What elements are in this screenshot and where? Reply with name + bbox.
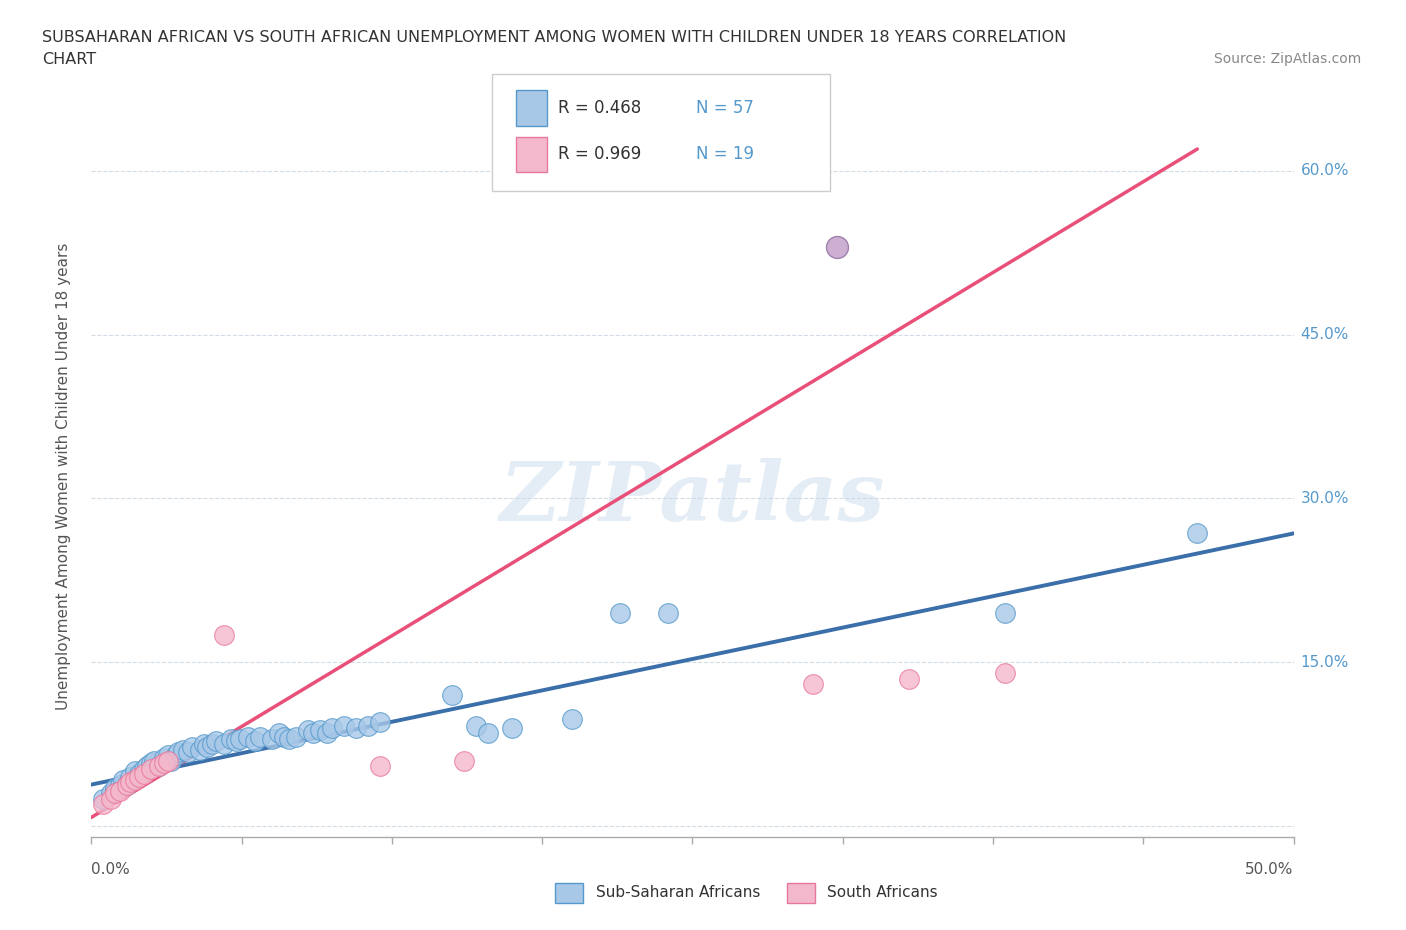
Text: Source: ZipAtlas.com: Source: ZipAtlas.com [1213,52,1361,66]
Point [100,786,122,801]
Text: 45.0%: 45.0% [1301,327,1348,342]
Point [141,755,163,770]
Point [609,605,631,620]
Point [465,718,488,733]
Point [118,769,141,784]
Point [142,753,165,768]
Point [201,737,224,751]
Text: 50.0%: 50.0% [1246,862,1294,877]
Point [159,753,181,768]
Point [333,718,356,733]
Point [219,731,242,746]
Point [104,786,127,801]
Text: 30.0%: 30.0% [1301,491,1348,506]
Point [321,721,343,736]
Text: SUBSAHARAN AFRICAN VS SOUTH AFRICAN UNEMPLOYMENT AMONG WOMEN WITH CHILDREN UNDER: SUBSAHARAN AFRICAN VS SOUTH AFRICAN UNEM… [42,30,1066,45]
Point [229,731,252,746]
Point [236,729,259,744]
Point [440,687,463,702]
Point [825,240,848,255]
Point [118,775,141,790]
Point [561,711,583,726]
Point [273,729,295,744]
Point [501,721,523,736]
Point [344,721,367,736]
Point [477,725,499,740]
Text: 60.0%: 60.0% [1301,164,1348,179]
Point [100,791,122,806]
Point [193,737,215,751]
Point [1187,526,1209,541]
Point [801,677,824,692]
Point [308,723,330,737]
Text: ZIPatlas: ZIPatlas [499,458,886,538]
Point [141,762,163,777]
Point [301,725,323,740]
Point [111,773,134,788]
Point [277,731,299,746]
Point [994,605,1017,620]
Text: South Africans: South Africans [827,885,938,900]
Point [148,759,170,774]
Point [165,748,187,763]
Text: CHART: CHART [42,52,96,67]
Point [225,734,247,749]
Point [110,784,132,799]
Text: R = 0.969: R = 0.969 [558,145,641,164]
Text: 0.0%: 0.0% [91,862,131,877]
Point [152,751,174,765]
Point [212,737,235,751]
Point [117,777,139,792]
Point [249,729,271,744]
Point [297,723,319,737]
Text: N = 19: N = 19 [696,145,754,164]
Point [368,715,391,730]
Point [167,744,190,759]
Point [148,759,170,774]
Point [657,605,679,620]
Point [212,628,235,643]
Point [157,748,180,763]
Point [128,769,150,784]
Point [897,671,920,686]
Point [368,759,391,774]
Point [284,729,307,744]
Point [267,725,290,740]
Point [172,742,194,757]
Point [93,797,115,812]
Point [181,740,204,755]
Point [134,762,156,777]
Point [176,744,198,759]
Point [93,791,115,806]
Text: N = 57: N = 57 [696,99,754,117]
Point [205,734,228,749]
Point [117,777,139,792]
Point [124,773,146,788]
Point [152,755,174,770]
Point [134,766,156,781]
Point [157,753,180,768]
Point [128,766,150,781]
Point [994,666,1017,681]
Point [316,725,339,740]
Text: R = 0.468: R = 0.468 [558,99,641,117]
Point [195,740,218,755]
Text: Sub-Saharan Africans: Sub-Saharan Africans [596,885,761,900]
Point [188,742,211,757]
Point [135,759,157,774]
Point [357,718,380,733]
Point [243,734,266,749]
Point [104,780,127,795]
Y-axis label: Unemployment Among Women with Children Under 18 years: Unemployment Among Women with Children U… [56,243,70,711]
Point [110,777,132,792]
Point [124,764,146,779]
Point [260,731,283,746]
Text: 15.0%: 15.0% [1301,655,1348,670]
Point [453,753,475,768]
